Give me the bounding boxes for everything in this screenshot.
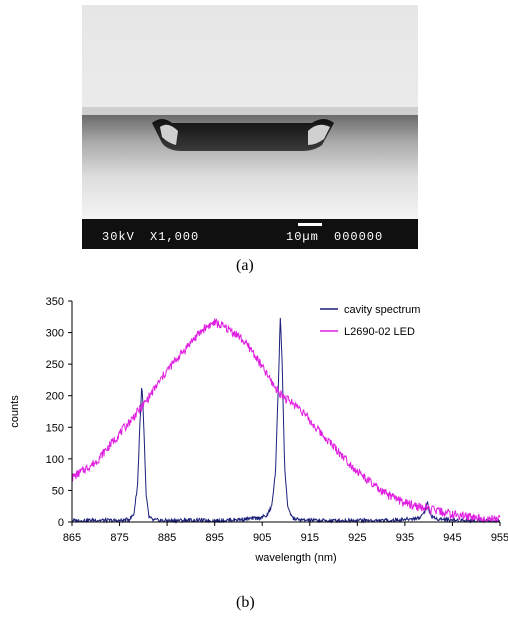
x-tick-label: 895 bbox=[205, 532, 223, 544]
x-tick-label: 945 bbox=[443, 532, 461, 544]
caption-a: (a) bbox=[236, 257, 254, 274]
sem-micrograph: 30kV X1,000 10µm 000000 bbox=[82, 5, 418, 249]
series-line-cavity-spectrum bbox=[71, 317, 501, 524]
sem-cavity-right-wall bbox=[308, 124, 330, 145]
plot-area bbox=[71, 317, 501, 524]
sem-ridge-edge bbox=[82, 107, 418, 115]
chart-axes: 0 50 100 150 200 250 300 350 865 875 885 895 905 915 9… bbox=[9, 296, 508, 564]
sem-magnification: X1,000 bbox=[150, 230, 199, 244]
spectrum-chart: 0 50 100 150 200 250 300 350 865 875 885 895 905 915 9… bbox=[9, 296, 508, 564]
sem-scale-label: 10µm bbox=[286, 230, 319, 244]
y-tick-label: 0 bbox=[58, 517, 64, 529]
sem-scale-bar bbox=[298, 223, 322, 226]
chart-legend: cavity spectrum L2690-02 LED bbox=[320, 304, 420, 338]
y-axis-label: counts bbox=[9, 395, 21, 428]
y-tick-label: 300 bbox=[46, 328, 64, 340]
y-tick-label: 350 bbox=[46, 296, 64, 308]
x-tick-label: 875 bbox=[110, 532, 128, 544]
y-tick-label: 200 bbox=[46, 391, 64, 403]
x-tick-label: 885 bbox=[158, 532, 176, 544]
x-tick-label: 955 bbox=[491, 532, 508, 544]
series-line-led bbox=[71, 318, 501, 523]
y-tick-label: 50 bbox=[52, 485, 64, 497]
x-tick-label: 915 bbox=[301, 532, 319, 544]
y-tick-label: 100 bbox=[46, 454, 64, 466]
y-tick-label: 250 bbox=[46, 359, 64, 371]
sem-info-bar bbox=[82, 219, 418, 249]
x-tick-label: 905 bbox=[253, 532, 271, 544]
sem-image: 30kV X1,000 10µm 000000 bbox=[82, 5, 418, 249]
sem-voltage: 30kV bbox=[102, 230, 135, 244]
x-tick-label: 935 bbox=[396, 532, 414, 544]
x-axis-label: wavelength (nm) bbox=[254, 552, 336, 564]
legend-label: cavity spectrum bbox=[344, 304, 420, 316]
sem-cavity bbox=[152, 119, 334, 151]
legend-label: L2690-02 LED bbox=[344, 326, 415, 338]
y-tick-label: 150 bbox=[46, 422, 64, 434]
sem-cavity-left-wall bbox=[160, 124, 178, 145]
caption-b: (b) bbox=[236, 594, 255, 611]
sem-image-number: 000000 bbox=[334, 230, 383, 244]
x-tick-label: 925 bbox=[348, 532, 366, 544]
x-tick-label: 865 bbox=[63, 532, 81, 544]
